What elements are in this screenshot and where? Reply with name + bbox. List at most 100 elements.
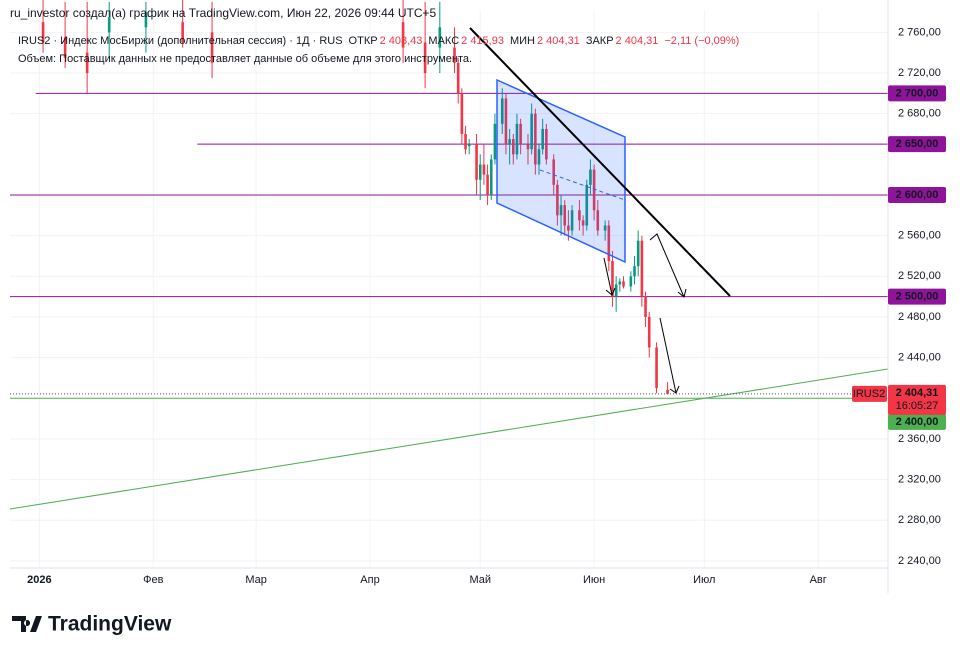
- price-badge: [888, 384, 946, 415]
- candle-body: [107, 17, 111, 33]
- candle: [636, 230, 640, 277]
- level-label: 2 700,00: [896, 87, 939, 99]
- candle-body: [611, 261, 614, 297]
- arrow-head: [669, 385, 680, 394]
- candle-body: [530, 113, 533, 150]
- drawings: [10, 27, 888, 510]
- candle-body: [567, 225, 570, 231]
- legend-key: ЗАКР: [586, 35, 614, 47]
- candle-body: [618, 281, 622, 285]
- y-tick-label: 2 480,00: [898, 311, 941, 323]
- legend-change-pct: (−0,09%): [694, 35, 739, 47]
- candle-body: [478, 164, 482, 180]
- candle: [144, 1, 148, 53]
- candle-body: [552, 159, 555, 185]
- candle: [460, 88, 464, 145]
- candle: [633, 255, 636, 285]
- candle: [570, 205, 574, 236]
- candle: [107, 1, 111, 58]
- candle: [500, 88, 504, 134]
- legend-value: 2 404,31: [616, 35, 659, 47]
- candle-body: [482, 164, 486, 175]
- candle-body: [210, 32, 214, 63]
- candle-body: [467, 144, 471, 147]
- candle: [511, 134, 515, 165]
- candle-body: [592, 169, 596, 211]
- y-tick-label: 2 680,00: [898, 108, 941, 120]
- level-badge: [888, 136, 946, 153]
- candle-body: [603, 225, 607, 231]
- legend-key: МАКС: [428, 35, 459, 47]
- support-line: [10, 368, 888, 510]
- candle: [618, 278, 622, 292]
- header: ru_investor создал(а) график на TradingV…: [10, 6, 437, 20]
- candle: [622, 276, 625, 289]
- legend-key: МИН: [510, 35, 535, 47]
- candle-body: [526, 144, 530, 150]
- candle-body: [464, 134, 467, 150]
- candle: [210, 1, 214, 79]
- candle-body: [519, 123, 522, 145]
- symbol-badge: [852, 385, 887, 402]
- candle-body: [456, 62, 460, 94]
- candle-body: [41, 22, 45, 43]
- candle-body: [556, 184, 559, 216]
- candle-body: [614, 284, 618, 297]
- candle-body: [589, 169, 592, 185]
- legend-change: −2,11: [664, 35, 691, 47]
- arrow-head: [677, 288, 687, 298]
- arrow-head: [605, 287, 616, 296]
- candle: [530, 103, 533, 155]
- candle: [585, 179, 589, 231]
- brand-logo: [12, 616, 42, 632]
- candle: [401, 0, 405, 63]
- candle-body: [438, 27, 442, 48]
- candle: [647, 311, 651, 358]
- candle: [581, 215, 585, 236]
- level-label: 2 500,00: [896, 291, 939, 303]
- legend-key: ОТКР: [349, 35, 378, 47]
- candle-body: [629, 276, 633, 287]
- level-label: 2 650,00: [896, 138, 939, 150]
- trend-line: [469, 27, 731, 297]
- y-tick-label: 2 440,00: [898, 352, 941, 364]
- candle: [519, 118, 522, 155]
- candle: [556, 179, 559, 226]
- candle-body: [453, 47, 456, 63]
- candle: [453, 27, 456, 74]
- candle: [482, 144, 486, 185]
- candle: [644, 291, 647, 328]
- candle: [589, 159, 592, 195]
- legend: IRUS2 · Индекс МосБиржи (дополнительная …: [18, 35, 739, 47]
- axes: 2 240,00 2 280,00 2 320,00 2 360,00 2 440,00…: [27, 26, 946, 586]
- candle-body: [636, 240, 640, 267]
- y-tick-label: 2 320,00: [898, 473, 941, 485]
- candle-body: [63, 37, 67, 58]
- candle-body: [633, 266, 636, 277]
- candle-body: [585, 184, 589, 226]
- candle: [559, 194, 563, 236]
- level-badge: [888, 288, 946, 305]
- candle: [515, 113, 519, 160]
- candle-body: [511, 139, 515, 155]
- candle-body: [644, 296, 647, 317]
- candle-body: [647, 316, 651, 348]
- candle: [640, 235, 644, 307]
- channel: [496, 78, 626, 264]
- level-badge: [888, 413, 946, 430]
- candle-body: [563, 205, 567, 226]
- y-tick-label: 2 760,00: [898, 26, 941, 38]
- brand: TradingView: [12, 613, 172, 636]
- arrow: [603, 257, 613, 296]
- candle: [607, 220, 611, 272]
- candle: [478, 154, 482, 201]
- candle: [563, 200, 567, 236]
- candle-body: [607, 225, 611, 262]
- candle-body: [534, 113, 537, 165]
- candle: [423, 1, 427, 89]
- x-tick-label: Авг: [810, 574, 827, 586]
- candle: [592, 164, 596, 221]
- candle-body: [508, 139, 511, 145]
